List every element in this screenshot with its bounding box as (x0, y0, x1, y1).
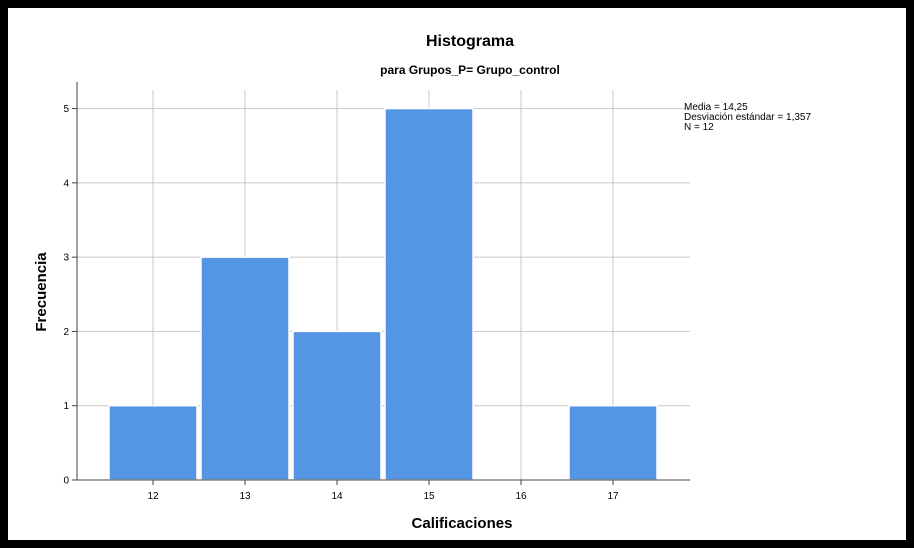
bars (108, 107, 658, 481)
histogram-chart: Histograma para Grupos_P= Grupo_control … (33, 33, 811, 532)
axes (76, 82, 690, 481)
stat-desviacion: Desviación estándar = 1,357 (684, 112, 811, 123)
x-tick-label: 13 (239, 491, 251, 502)
y-tick-label: 2 (63, 327, 69, 338)
stat-media: Media = 14,25 (684, 102, 748, 113)
bar-12 (108, 404, 198, 481)
x-axis-title: Calificaciones (412, 515, 513, 532)
x-tick-label: 16 (515, 491, 527, 502)
chart-title: Histograma (426, 33, 514, 50)
y-tick-label: 5 (63, 104, 69, 115)
bar-17 (568, 404, 658, 481)
y-tick-label: 1 (63, 401, 69, 412)
y-tick-label: 0 (63, 476, 69, 487)
x-tick-label: 12 (147, 491, 159, 502)
chart-subtitle: para Grupos_P= Grupo_control (380, 63, 560, 77)
y-axis-title: Frecuencia (33, 252, 50, 332)
x-tick-label: 14 (331, 491, 343, 502)
stat-n: N = 12 (684, 122, 714, 133)
y-tick-label: 4 (63, 178, 69, 189)
bar-15 (384, 107, 474, 481)
x-tick-label: 15 (423, 491, 435, 502)
x-tick-labels: 12 13 14 15 16 17 (147, 480, 619, 502)
bar-14 (292, 330, 382, 481)
chart-frame: Histograma para Grupos_P= Grupo_control … (8, 8, 906, 540)
y-tick-labels: 0 1 2 3 4 5 (63, 104, 77, 487)
bar-13 (200, 256, 290, 481)
y-tick-label: 3 (63, 253, 69, 264)
x-tick-label: 17 (607, 491, 619, 502)
